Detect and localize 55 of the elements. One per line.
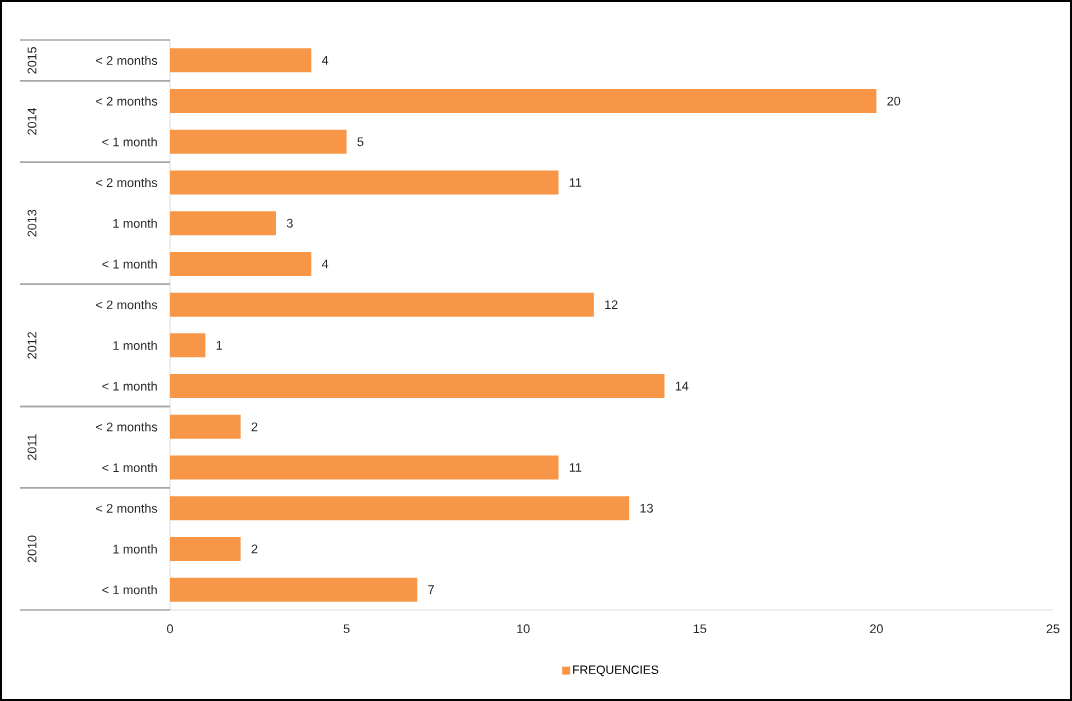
data-label: 2 <box>251 544 258 554</box>
bar <box>170 455 559 480</box>
y-tick-label: < 1 month <box>102 462 157 473</box>
text: 2011 <box>27 434 37 460</box>
y-tick-label: < 1 month <box>102 381 157 391</box>
bar <box>170 536 241 561</box>
data-label: 11 <box>569 178 582 187</box>
data-label: 13 <box>640 503 653 513</box>
bar <box>170 129 347 154</box>
x-tick-label: 10 <box>517 624 530 634</box>
x-tick-label: 15 <box>693 624 707 634</box>
text: 2010 <box>27 535 37 563</box>
bar <box>170 170 559 195</box>
data-label: 14 <box>675 381 689 391</box>
data-label: 1 <box>216 341 223 350</box>
bar <box>170 577 418 602</box>
legend-label: FREQUENCIES <box>573 665 659 677</box>
data-label: 12 <box>605 300 618 310</box>
y-tick-label: < 1 month <box>102 137 157 147</box>
bar <box>170 374 665 399</box>
x-tick-label: 25 <box>1046 624 1060 634</box>
y-tick-label: 1 month <box>113 544 157 554</box>
y-tick-label: < 2 months <box>96 503 158 513</box>
data-label: 2 <box>251 422 258 432</box>
x-tick-label: 0 <box>167 624 173 634</box>
bar <box>170 211 276 236</box>
text: 2013 <box>27 209 37 237</box>
text: 2012 <box>27 332 37 359</box>
x-tick-label: 20 <box>870 624 883 634</box>
y-tick-label: < 2 months <box>96 55 158 65</box>
bar <box>170 292 594 317</box>
bar <box>170 414 241 439</box>
y-tick-label: < 1 month <box>102 585 157 595</box>
data-label: 3 <box>286 218 293 228</box>
y-tick-label: < 2 months <box>96 177 158 188</box>
y-tick-label: 1 month <box>113 340 157 350</box>
bar <box>170 89 877 114</box>
y-tick-label: 1 month <box>113 218 157 228</box>
data-label: 20 <box>887 96 901 106</box>
y-tick-label: < 2 months <box>96 300 158 310</box>
text: 2014 <box>27 107 37 135</box>
y-tick-label: < 1 month <box>102 259 157 269</box>
data-label: 4 <box>321 56 329 65</box>
text: 2015 <box>27 46 37 74</box>
x-tick-label: 5 <box>343 624 350 634</box>
y-tick-label: < 2 months <box>96 96 158 106</box>
data-label: 5 <box>357 137 364 147</box>
data-label: 4 <box>321 259 329 269</box>
bar <box>170 496 630 521</box>
bar <box>170 251 312 276</box>
bar <box>170 48 312 73</box>
bar <box>170 333 206 358</box>
y-tick-label: < 2 months <box>96 422 158 432</box>
data-label: 11 <box>569 463 582 472</box>
data-label: 7 <box>428 585 434 594</box>
